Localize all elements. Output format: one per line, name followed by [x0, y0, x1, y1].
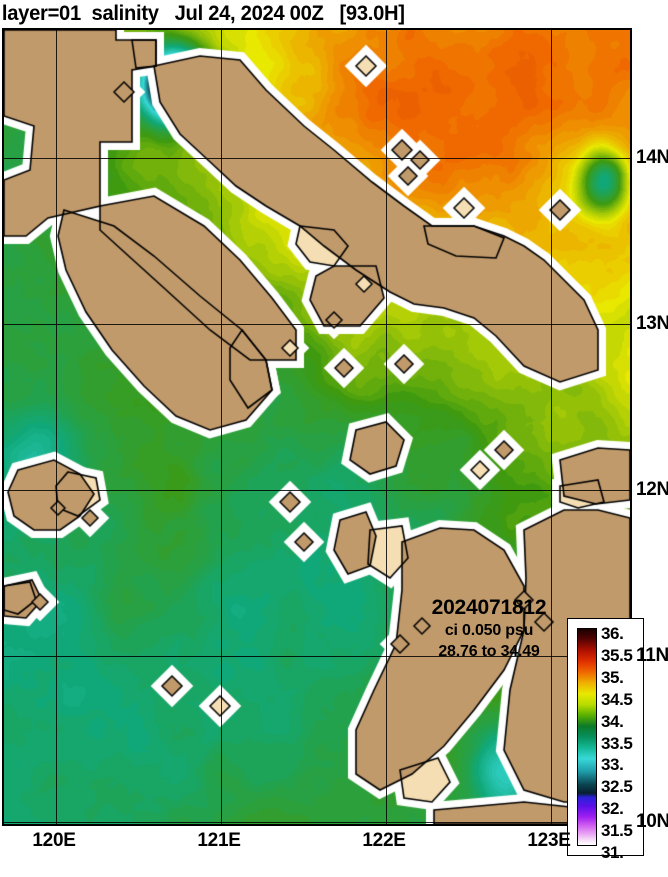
y-axis-tick-labels: 14N 13N 12N 11N 10N	[636, 28, 668, 832]
colorbar-label-325: 32.5	[601, 777, 633, 797]
x-axis-label-121E: 121E	[197, 830, 241, 851]
colorbar-label-36: 36.	[601, 624, 624, 643]
gridline-122E	[386, 30, 387, 824]
colorbar-label-315: 31.5	[601, 821, 633, 841]
gridline-14N	[4, 158, 630, 159]
y-axis-label-10N: 10N	[636, 811, 668, 832]
colorbar-gradient-strip	[577, 628, 597, 846]
colorbar-legend[interactable]: 36. 35.5 35. 34.5 34. 33.5 33. 32.5 32. 31.5 31.	[567, 618, 645, 861]
gridline-11N	[4, 656, 630, 657]
page-title: layer=01 salinity Jul 24, 2024 00Z [93.0…	[1, 1, 405, 25]
chart-title-bar: layer=01 salinity Jul 24, 2024 00Z [93.0…	[0, 0, 668, 27]
x-axis-label-123E: 123E	[527, 830, 571, 851]
gridline-13N	[4, 324, 630, 325]
colorbar-label-32: 32.	[601, 799, 624, 819]
colorbar-label-345: 34.5	[601, 689, 633, 709]
y-axis-label-14N: 14N	[636, 147, 668, 168]
colorbar-label-35: 35.	[601, 667, 624, 687]
x-axis-label-122E: 122E	[362, 830, 406, 851]
gridline-121E	[221, 30, 222, 824]
gridline-12N	[4, 490, 630, 491]
colorbar-label-355: 35.5	[601, 645, 633, 665]
colorbar-label-31: 31.	[601, 843, 624, 862]
y-axis-label-12N: 12N	[636, 479, 668, 500]
gridline-123E	[551, 30, 552, 824]
y-axis-label-11N: 11N	[636, 645, 668, 666]
gridline-10N	[4, 822, 630, 823]
colorbar-label-34: 34.	[601, 711, 624, 731]
map-plot-frame[interactable]	[2, 28, 632, 826]
gridline-120E	[56, 30, 57, 824]
y-axis-label-13N: 13N	[636, 313, 668, 334]
colorbar-label-33: 33.	[601, 755, 624, 775]
colorbar-label-335: 33.5	[601, 733, 633, 753]
x-axis-label-120E: 120E	[32, 830, 76, 851]
colorbar-tick-labels: 36. 35.5 35. 34.5 34. 33.5 33. 32.5 32. 31.5 31.	[601, 619, 645, 861]
salinity-heatmap-canvas[interactable]	[4, 30, 630, 824]
x-axis-tick-labels: 120E 121E 122E 123E	[0, 830, 668, 860]
